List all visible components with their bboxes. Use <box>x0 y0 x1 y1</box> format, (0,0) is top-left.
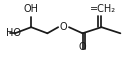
Text: O: O <box>79 42 86 52</box>
Text: OH: OH <box>24 4 39 14</box>
Text: HO: HO <box>6 28 21 38</box>
Text: =CH₂: =CH₂ <box>90 4 116 14</box>
Text: O: O <box>60 22 67 32</box>
